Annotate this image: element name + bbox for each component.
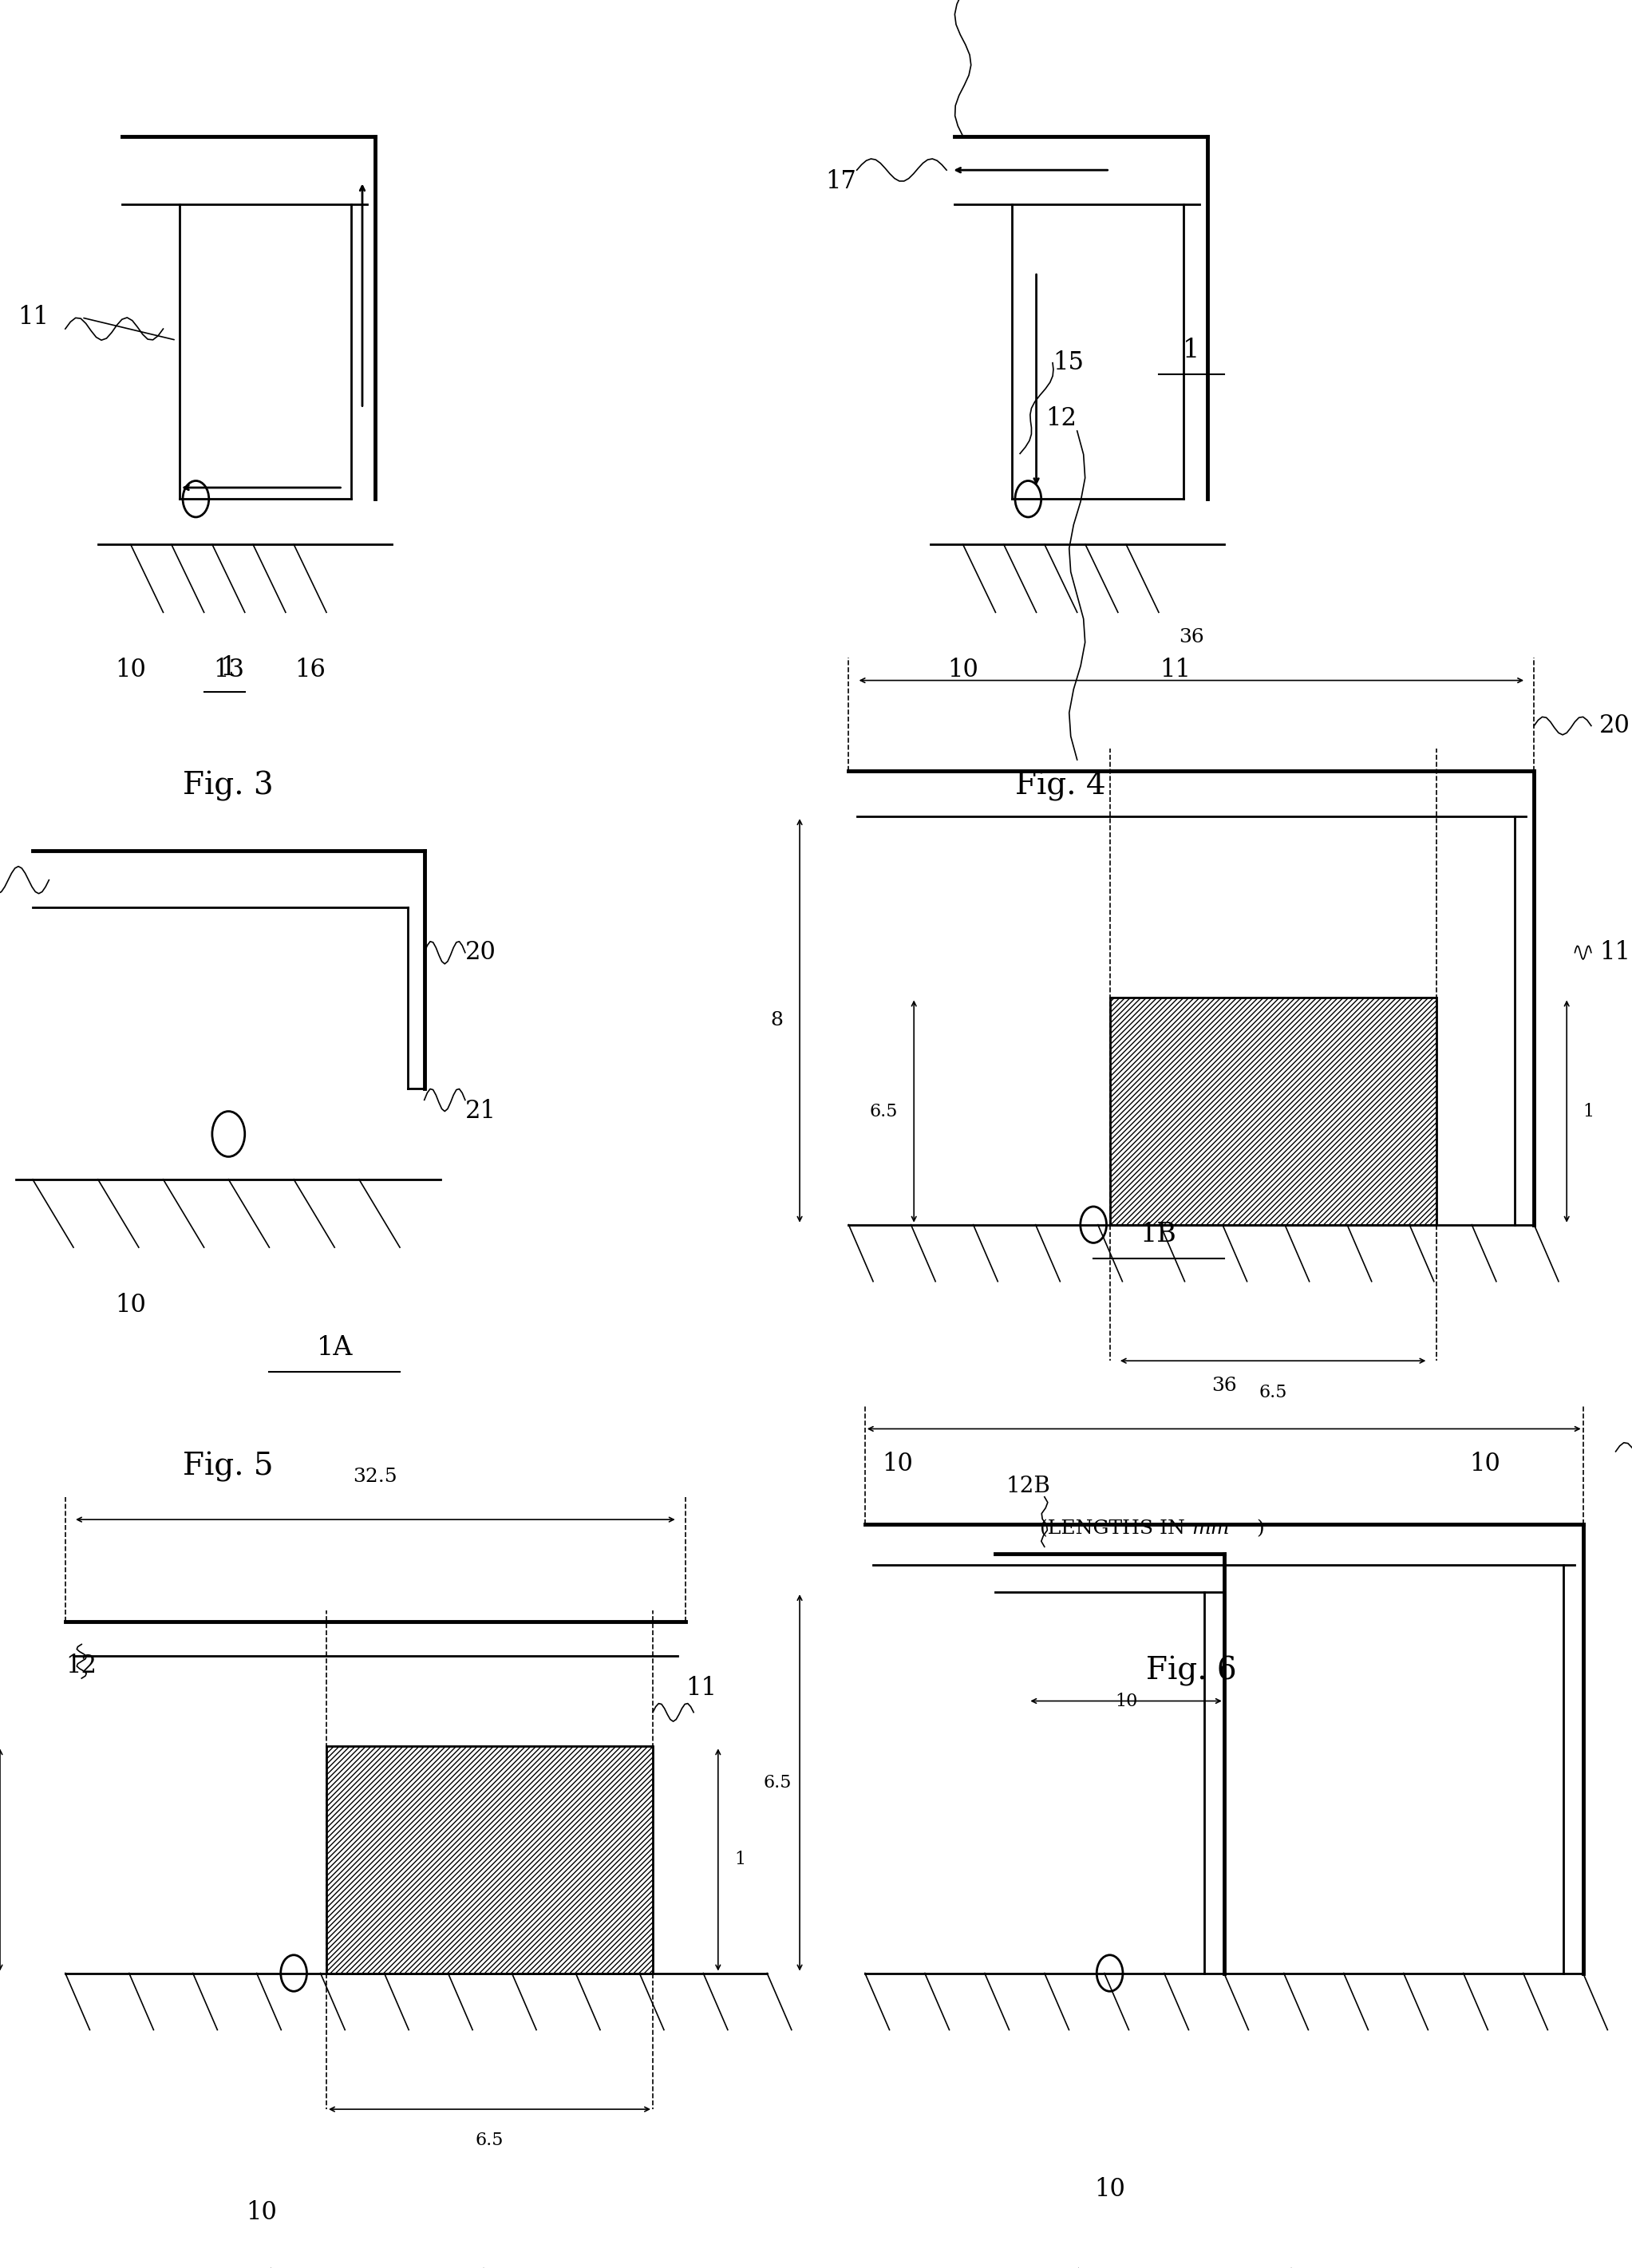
Text: ): ) — [1257, 1520, 1265, 1538]
Text: 11: 11 — [685, 1676, 716, 1701]
Text: 1: 1 — [734, 1851, 746, 1869]
Text: 10: 10 — [1469, 1452, 1501, 1476]
Text: Fig. 5: Fig. 5 — [183, 1452, 274, 1481]
Text: 1: 1 — [220, 655, 237, 680]
Text: 11: 11 — [18, 306, 49, 329]
Text: 32.5: 32.5 — [353, 1467, 398, 1486]
Text: (LENGTHS IN: (LENGTHS IN — [1040, 1520, 1191, 1538]
Text: 12: 12 — [65, 1653, 96, 1678]
Text: 36: 36 — [1211, 1377, 1237, 1395]
Text: 10: 10 — [245, 2200, 277, 2225]
Text: 20: 20 — [465, 941, 496, 964]
Bar — [326, 1746, 653, 1973]
Text: 20: 20 — [1599, 714, 1630, 737]
Text: 6.5: 6.5 — [475, 2132, 504, 2150]
Text: 36: 36 — [1178, 628, 1204, 646]
Text: 1A: 1A — [317, 1336, 353, 1361]
Text: 1B: 1B — [1141, 1222, 1177, 1247]
Text: 10: 10 — [1093, 2177, 1126, 2202]
Bar — [1110, 998, 1436, 1225]
Text: 10: 10 — [1115, 1692, 1138, 1710]
Text: 12: 12 — [1044, 406, 1077, 431]
Text: Fig. 4: Fig. 4 — [1015, 771, 1106, 801]
Text: 10: 10 — [947, 658, 979, 683]
Text: 1: 1 — [1583, 1102, 1594, 1120]
Text: 21: 21 — [465, 1100, 496, 1123]
Text: mm: mm — [1191, 1520, 1229, 1538]
Text: 6.5: 6.5 — [764, 1774, 792, 1792]
Text: 15: 15 — [1053, 352, 1084, 374]
Text: 10: 10 — [114, 1293, 147, 1318]
Text: Fig. 3: Fig. 3 — [183, 771, 274, 801]
Text: 8: 8 — [770, 1012, 783, 1030]
Text: 1: 1 — [1183, 338, 1200, 363]
Text: 10: 10 — [881, 1452, 914, 1476]
Text: 6.5: 6.5 — [1258, 1383, 1288, 1402]
Text: Fig. 6: Fig. 6 — [1146, 1656, 1237, 1685]
Text: 17: 17 — [826, 170, 857, 193]
Text: 6.5: 6.5 — [870, 1102, 898, 1120]
Text: 13: 13 — [212, 658, 245, 683]
Text: 11: 11 — [1599, 941, 1630, 964]
Text: 12B: 12B — [1005, 1474, 1051, 1497]
Text: 11: 11 — [1159, 658, 1191, 683]
Text: 10: 10 — [114, 658, 147, 683]
Text: 16: 16 — [294, 658, 326, 683]
